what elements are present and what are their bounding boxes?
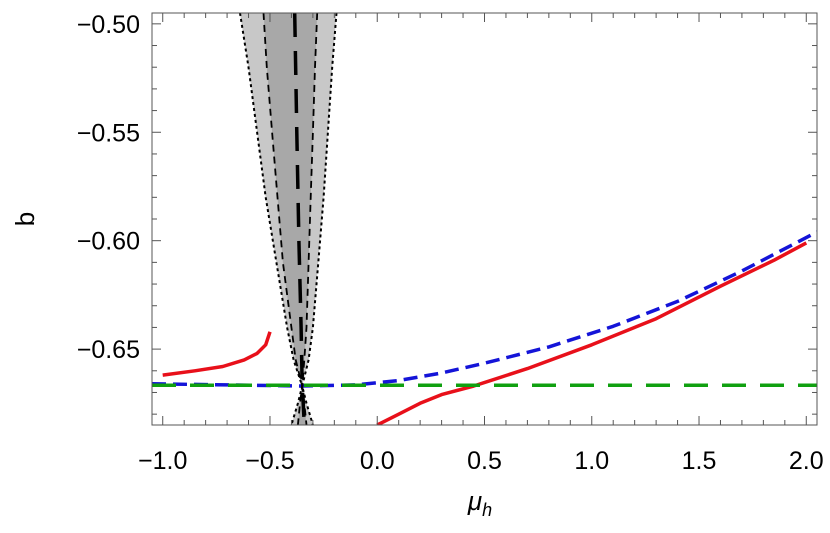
x-tick-label: −1.0: [138, 447, 187, 475]
x-axis-title-main: μ: [467, 486, 482, 516]
tick-labels: −1.0 −0.5 0.0 0.5 1.0 1.5 2.0 −0.50 −0.55 −0.60 −0…: [77, 11, 824, 475]
y-tick-label: −0.50: [77, 11, 140, 39]
black-longdash-curve-4: [292, 13, 307, 425]
x-tick-label: −0.5: [245, 447, 294, 475]
x-axis-title-subscript: h: [482, 500, 492, 520]
red-solid-curve-1: [376, 241, 808, 425]
x-tick-label: 2.0: [789, 447, 824, 475]
x-tick-label: 1.5: [682, 447, 717, 475]
y-tick-label: −0.60: [77, 228, 140, 256]
black-shortdash-curve-8: [301, 13, 319, 425]
confidence-bands: [239, 13, 337, 425]
black-shortdash-curve-7: [262, 13, 304, 425]
y-tick-label: −0.55: [77, 119, 140, 147]
x-tick-label: 0.5: [467, 447, 502, 475]
x-axis-title: μh: [467, 486, 492, 520]
black-dotted-curve-6: [301, 13, 338, 425]
blue-dashed-curve-2: [152, 230, 817, 388]
series-lines: [152, 13, 817, 425]
x-tick-label: 1.0: [574, 447, 609, 475]
inner-band: [263, 13, 318, 425]
red-solid-curve-0: [162, 331, 272, 377]
y-tick-label: −0.65: [77, 336, 140, 364]
axis-ticks: [152, 13, 817, 425]
x-tick-label: 0.0: [360, 447, 395, 475]
y-axis-title: b: [10, 212, 40, 226]
